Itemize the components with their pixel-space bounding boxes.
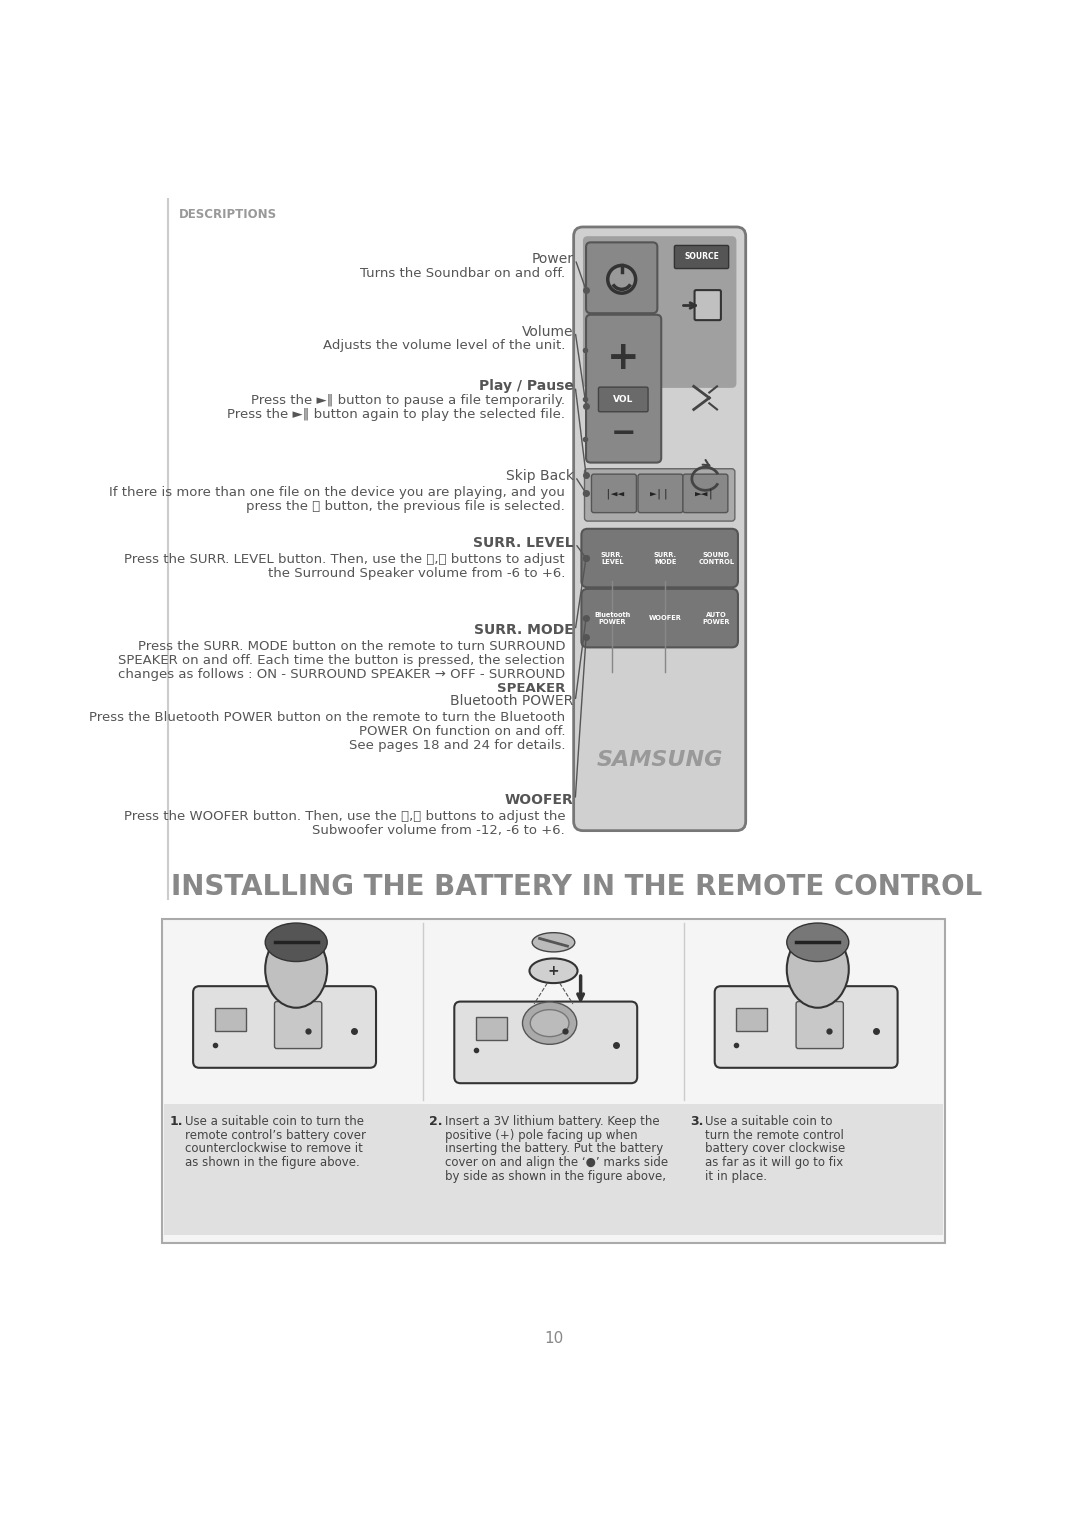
FancyBboxPatch shape	[796, 1002, 843, 1048]
Text: SOUND
CONTROL: SOUND CONTROL	[698, 552, 734, 565]
Text: positive (+) pole facing up when: positive (+) pole facing up when	[445, 1129, 637, 1141]
Text: +: +	[548, 964, 559, 977]
Text: Bluetooth
POWER: Bluetooth POWER	[594, 611, 631, 625]
FancyBboxPatch shape	[583, 236, 737, 388]
Text: turn the remote control: turn the remote control	[705, 1129, 845, 1141]
Text: Press the WOOFER button. Then, use the ⏮,⏭ buttons to adjust the: Press the WOOFER button. Then, use the ⏮…	[123, 810, 565, 823]
Circle shape	[608, 265, 636, 293]
Text: Press the SURR. LEVEL button. Then, use the ⏮,⏭ buttons to adjust: Press the SURR. LEVEL button. Then, use …	[124, 553, 565, 567]
Bar	[737, 1008, 768, 1031]
FancyBboxPatch shape	[683, 473, 728, 513]
Text: DESCRIPTIONS: DESCRIPTIONS	[178, 208, 276, 221]
Text: Press the Bluetooth POWER button on the remote to turn the Bluetooth: Press the Bluetooth POWER button on the …	[89, 711, 565, 725]
Ellipse shape	[530, 1010, 569, 1037]
Ellipse shape	[786, 924, 849, 962]
Text: |◄◄: |◄◄	[604, 489, 624, 498]
Text: Volume: Volume	[522, 325, 573, 339]
Text: Use a suitable coin to: Use a suitable coin to	[705, 1115, 833, 1128]
Text: Press the SURR. MODE button on the remote to turn SURROUND: Press the SURR. MODE button on the remot…	[137, 640, 565, 654]
Text: press the ⏮ button, the previous file is selected.: press the ⏮ button, the previous file is…	[246, 499, 565, 513]
Text: SOURCE: SOURCE	[684, 253, 719, 262]
Text: as far as it will go to fix: as far as it will go to fix	[705, 1157, 843, 1169]
Text: 1.: 1.	[170, 1115, 183, 1128]
Text: WOOFER: WOOFER	[649, 616, 681, 620]
Text: Subwoofer volume from -12, -6 to +6.: Subwoofer volume from -12, -6 to +6.	[312, 824, 565, 836]
Text: AUTO
POWER: AUTO POWER	[702, 611, 730, 625]
Text: VOL: VOL	[613, 395, 634, 404]
Text: by side as shown in the figure above,: by side as shown in the figure above,	[445, 1170, 666, 1183]
Ellipse shape	[523, 1002, 577, 1045]
Text: 3.: 3.	[690, 1115, 703, 1128]
Bar	[215, 1008, 246, 1031]
Text: SURR. LEVEL: SURR. LEVEL	[473, 536, 573, 550]
Text: SAMSUNG: SAMSUNG	[596, 749, 723, 769]
Text: remote control’s battery cover: remote control’s battery cover	[185, 1129, 366, 1141]
FancyBboxPatch shape	[598, 388, 648, 412]
Ellipse shape	[786, 931, 849, 1008]
Text: +: +	[607, 339, 639, 377]
Text: Bluetooth POWER: Bluetooth POWER	[450, 694, 573, 708]
Text: 10: 10	[544, 1331, 563, 1347]
Text: it in place.: it in place.	[705, 1170, 768, 1183]
FancyBboxPatch shape	[581, 588, 738, 648]
Bar	[476, 1017, 507, 1040]
Bar	[164, 1105, 943, 1235]
Ellipse shape	[532, 933, 575, 951]
Text: SURR.
LEVEL: SURR. LEVEL	[600, 552, 624, 565]
Ellipse shape	[529, 959, 578, 984]
Text: SURR.
MODE: SURR. MODE	[653, 552, 676, 565]
FancyBboxPatch shape	[586, 314, 661, 463]
FancyBboxPatch shape	[694, 290, 721, 320]
Text: SPEAKER: SPEAKER	[497, 682, 565, 696]
Text: WOOFER: WOOFER	[505, 794, 573, 807]
FancyBboxPatch shape	[581, 529, 738, 587]
FancyBboxPatch shape	[586, 242, 658, 313]
Bar	[162, 919, 945, 1242]
Text: Adjusts the volume level of the unit.: Adjusts the volume level of the unit.	[323, 340, 565, 352]
FancyBboxPatch shape	[674, 245, 729, 268]
FancyBboxPatch shape	[715, 987, 897, 1068]
Text: INSTALLING THE BATTERY IN THE REMOTE CONTROL: INSTALLING THE BATTERY IN THE REMOTE CON…	[171, 873, 982, 901]
FancyBboxPatch shape	[455, 1002, 637, 1083]
Text: Press the ►‖ button to pause a file temporarily.: Press the ►‖ button to pause a file temp…	[252, 394, 565, 408]
FancyBboxPatch shape	[573, 227, 745, 830]
Text: the Surround Speaker volume from -6 to +6.: the Surround Speaker volume from -6 to +…	[268, 567, 565, 581]
Text: ►||: ►||	[650, 489, 671, 498]
FancyBboxPatch shape	[274, 1002, 322, 1048]
Text: Turns the Soundbar on and off.: Turns the Soundbar on and off.	[360, 267, 565, 280]
FancyBboxPatch shape	[592, 473, 636, 513]
Text: POWER On function on and off.: POWER On function on and off.	[359, 725, 565, 738]
Text: ►◄|: ►◄|	[696, 489, 716, 498]
Text: counterclockwise to remove it: counterclockwise to remove it	[185, 1143, 363, 1155]
Text: See pages 18 and 24 for details.: See pages 18 and 24 for details.	[349, 738, 565, 752]
Text: 2.: 2.	[430, 1115, 443, 1128]
FancyBboxPatch shape	[193, 987, 376, 1068]
Text: If there is more than one file on the device you are playing, and you: If there is more than one file on the de…	[109, 486, 565, 499]
Ellipse shape	[266, 931, 327, 1008]
Text: Insert a 3V lithium battery. Keep the: Insert a 3V lithium battery. Keep the	[445, 1115, 660, 1128]
Text: Play / Pause: Play / Pause	[478, 380, 573, 394]
Text: Press the ►‖ button again to play the selected file.: Press the ►‖ button again to play the se…	[227, 408, 565, 421]
Text: changes as follows : ON - SURROUND SPEAKER → OFF - SURROUND: changes as follows : ON - SURROUND SPEAK…	[118, 668, 565, 682]
Ellipse shape	[266, 924, 327, 962]
Text: Power: Power	[531, 253, 573, 267]
FancyBboxPatch shape	[584, 469, 734, 521]
Text: Skip Back: Skip Back	[505, 469, 573, 484]
Text: inserting the battery. Put the battery: inserting the battery. Put the battery	[445, 1143, 663, 1155]
Text: cover on and align the ‘●’ marks side: cover on and align the ‘●’ marks side	[445, 1157, 669, 1169]
Text: Use a suitable coin to turn the: Use a suitable coin to turn the	[185, 1115, 364, 1128]
Text: as shown in the figure above.: as shown in the figure above.	[185, 1157, 360, 1169]
Text: SURR. MODE: SURR. MODE	[474, 624, 573, 637]
FancyBboxPatch shape	[638, 473, 683, 513]
Text: SPEAKER on and off. Each time the button is pressed, the selection: SPEAKER on and off. Each time the button…	[118, 654, 565, 668]
Text: battery cover clockwise: battery cover clockwise	[705, 1143, 846, 1155]
Text: −: −	[610, 418, 636, 447]
